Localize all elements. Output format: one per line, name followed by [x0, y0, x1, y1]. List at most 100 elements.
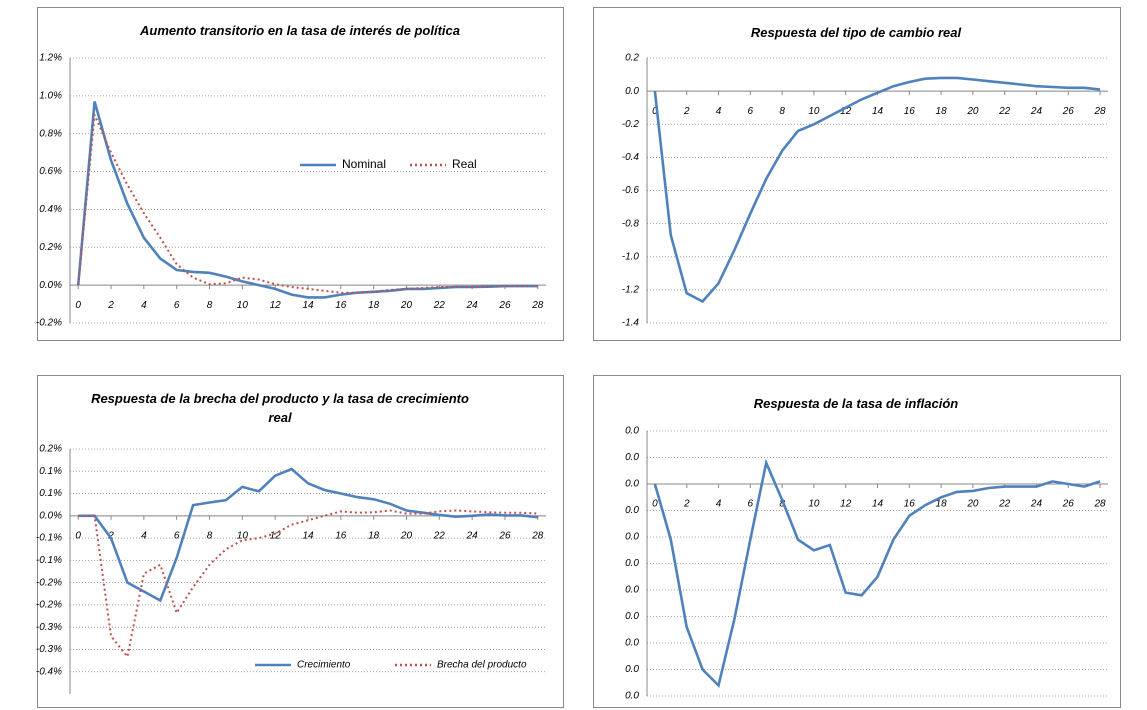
y-tick-label: 0.0%: [39, 280, 62, 291]
x-tick-label: 12: [840, 106, 852, 117]
data-line: [78, 509, 538, 659]
x-tick-label: 8: [779, 499, 785, 510]
data-line: [653, 76, 1101, 304]
y-tick-label: 0.2%: [39, 242, 62, 253]
x-tick-label: 16: [335, 300, 347, 311]
x-tick-label: 12: [270, 530, 282, 541]
y-tick-label: 0.6%: [39, 166, 62, 177]
x-tick-label: 8: [207, 300, 213, 311]
y-tick-label: 0.2: [625, 53, 639, 64]
x-tick-label: 24: [1030, 106, 1043, 117]
chart-frame: [593, 7, 1121, 341]
y-tick-label: 0.0: [625, 505, 639, 516]
x-tick-label: 16: [335, 530, 347, 541]
data-line: [78, 467, 538, 603]
x-tick-label: 16: [904, 106, 916, 117]
x-tick-label: 4: [141, 300, 147, 311]
legend-label: Crecimiento: [297, 660, 351, 671]
y-tick-label: -0.1%: [36, 533, 62, 544]
x-tick-label: 10: [237, 300, 249, 311]
y-tick-label: -0.8: [622, 218, 640, 229]
chart-title: Respuesta de la brecha del producto y la…: [91, 391, 469, 425]
x-tick-label: 6: [748, 106, 754, 117]
x-tick-label: 24: [466, 530, 479, 541]
x-tick-label: 26: [498, 530, 511, 541]
y-tick-label: 0.2%: [39, 444, 62, 455]
y-tick-label: 0.0: [625, 611, 639, 622]
data-line: [653, 458, 1101, 688]
x-tick-label: 22: [433, 300, 446, 311]
y-tick-label: -1.2: [622, 285, 640, 296]
x-tick-label: 0: [75, 530, 81, 541]
y-tick-label: -0.2%: [36, 600, 62, 611]
y-tick-label: -0.4%: [36, 666, 62, 677]
x-tick-label: 20: [400, 300, 413, 311]
x-tick-label: 2: [107, 300, 114, 311]
y-tick-label: 0.4%: [39, 204, 62, 215]
y-tick-label: 0.0: [625, 664, 639, 675]
x-tick-label: 10: [808, 499, 820, 510]
y-tick-label: 0.0: [625, 638, 639, 649]
chart-title: Aumento transitorio en la tasa de interé…: [139, 23, 461, 38]
x-tick-label: 0: [652, 106, 658, 117]
y-tick-label: -0.2%: [36, 577, 62, 588]
x-tick-label: 6: [748, 499, 754, 510]
y-tick-label: -0.1%: [36, 555, 62, 566]
y-tick-label: -0.2: [622, 119, 640, 130]
y-tick-label: -1.0: [622, 251, 640, 262]
x-tick-label: 10: [808, 106, 820, 117]
chart-title: Respuesta de la tasa de inflación: [753, 396, 959, 411]
y-tick-label: 0.8%: [39, 128, 62, 139]
chart-frame: [37, 7, 564, 341]
x-tick-label: 24: [466, 300, 479, 311]
y-tick-label: 0.0%: [39, 510, 62, 521]
x-tick-label: 12: [840, 499, 852, 510]
x-tick-label: 28: [1093, 499, 1106, 510]
x-tick-label: 8: [779, 106, 785, 117]
x-tick-label: 22: [998, 499, 1011, 510]
x-tick-label: 20: [966, 499, 979, 510]
x-tick-label: 14: [302, 530, 314, 541]
y-tick-label: -1.4: [622, 318, 640, 329]
x-tick-label: 4: [716, 106, 722, 117]
x-tick-label: 22: [433, 530, 446, 541]
x-tick-label: 26: [498, 300, 511, 311]
y-tick-label: 0.0: [625, 532, 639, 543]
y-tick-label: -0.2%: [36, 318, 62, 329]
x-tick-label: 2: [683, 106, 690, 117]
x-tick-label: 20: [400, 530, 413, 541]
data-line: [76, 101, 538, 299]
x-tick-label: 18: [936, 499, 948, 510]
x-tick-label: 12: [270, 300, 282, 311]
y-tick-label: 0.0: [625, 585, 639, 596]
x-tick-label: 28: [531, 530, 544, 541]
y-tick-label: -0.4: [622, 152, 640, 163]
x-tick-label: 22: [998, 106, 1011, 117]
chart-frame: [37, 375, 564, 708]
y-tick-label: 0.1%: [39, 488, 62, 499]
x-tick-label: 28: [1093, 106, 1106, 117]
y-tick-label: 1.2%: [39, 53, 62, 64]
y-tick-label: 0.0: [625, 452, 639, 463]
y-tick-label: 1.0%: [39, 90, 62, 101]
x-tick-label: 20: [966, 106, 979, 117]
y-tick-label: -0.3%: [36, 644, 62, 655]
x-tick-label: 6: [174, 530, 180, 541]
x-tick-label: 14: [872, 106, 884, 117]
x-tick-label: 4: [716, 499, 722, 510]
x-tick-label: 18: [368, 300, 380, 311]
x-tick-label: 0: [75, 300, 81, 311]
x-tick-label: 18: [936, 106, 948, 117]
legend-label: Real: [452, 157, 477, 171]
x-tick-label: 24: [1030, 499, 1043, 510]
y-tick-label: 0.0: [625, 426, 639, 437]
x-tick-label: 26: [1062, 106, 1075, 117]
legend-label: Nominal: [342, 157, 386, 171]
x-tick-label: 16: [904, 499, 916, 510]
y-tick-label: 0.0: [625, 479, 639, 490]
x-tick-label: 28: [531, 300, 544, 311]
x-tick-label: 26: [1062, 499, 1075, 510]
x-tick-label: 6: [174, 300, 180, 311]
